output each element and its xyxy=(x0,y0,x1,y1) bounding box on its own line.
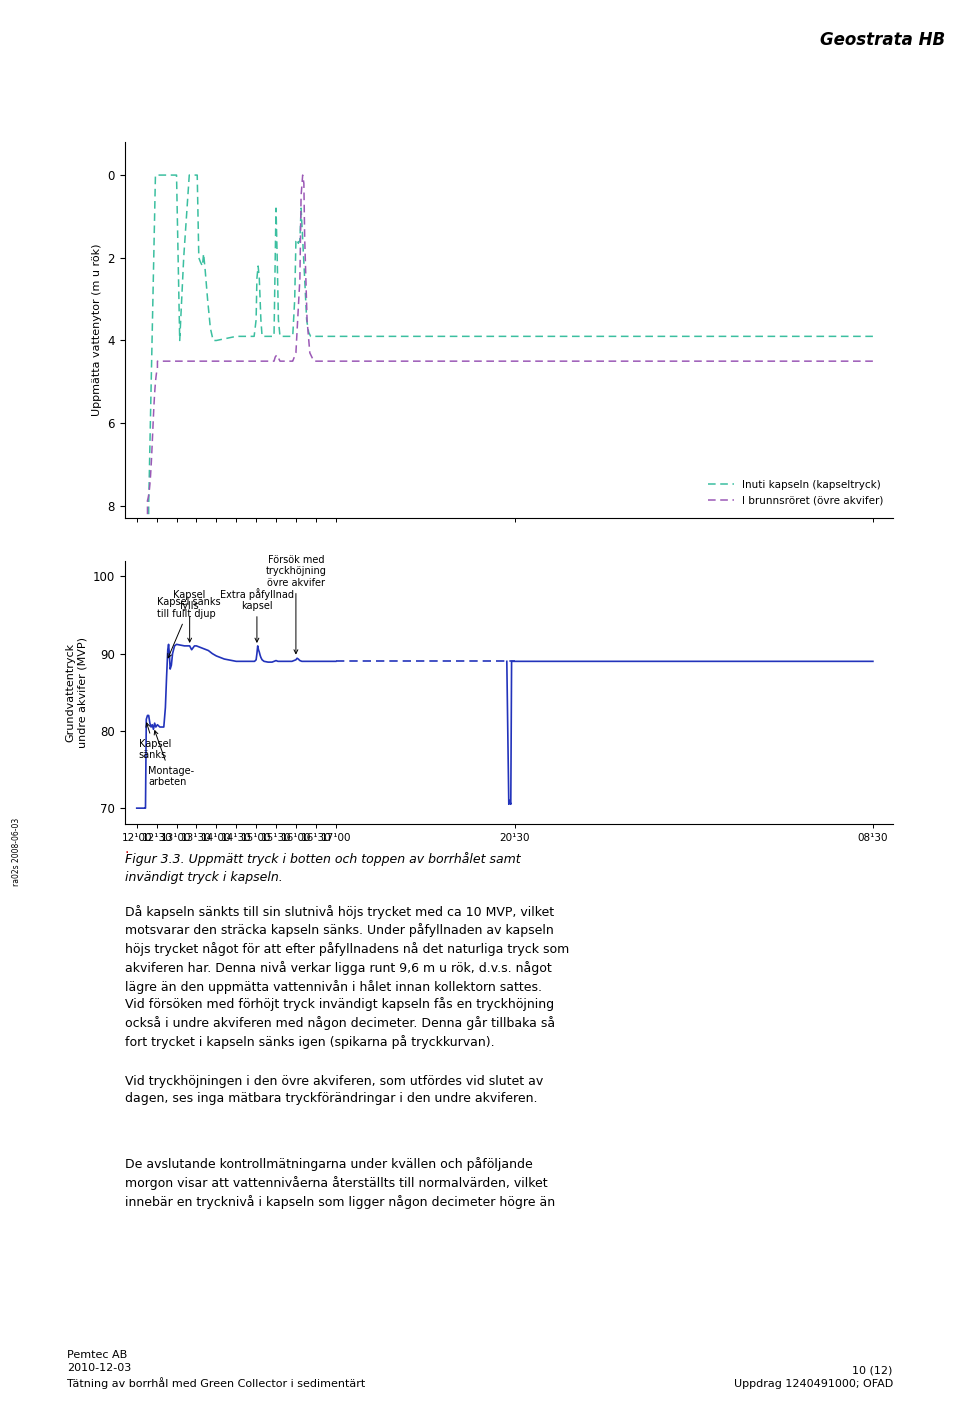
Text: Kapsel
fylls: Kapsel fylls xyxy=(174,589,205,642)
Text: Försök med
tryckhöjning
övre akvifer: Försök med tryckhöjning övre akvifer xyxy=(266,555,326,653)
Text: Pemtec AB
2010-12-03
Tätning av borrhål med Green Collector i sedimentärt: Pemtec AB 2010-12-03 Tätning av borrhål … xyxy=(67,1349,366,1389)
Text: Kapsel sänks
till fullt djup: Kapsel sänks till fullt djup xyxy=(157,598,221,657)
Text: Extra påfyllnad
kapsel: Extra påfyllnad kapsel xyxy=(220,588,294,642)
Y-axis label: Grundvattentryck
undre akvifer (MVP): Grundvattentryck undre akvifer (MVP) xyxy=(65,636,87,748)
Legend: Inuti kapseln (kapseltryck), I brunnsröret (övre akvifer): Inuti kapseln (kapseltryck), I brunnsrör… xyxy=(704,476,888,510)
Text: ra02s 2008-06-03: ra02s 2008-06-03 xyxy=(12,818,21,886)
Y-axis label: Uppmätta vattenytor (m u rök): Uppmätta vattenytor (m u rök) xyxy=(92,244,102,416)
Text: Kapsel
sänks: Kapsel sänks xyxy=(139,723,171,760)
Text: Då kapseln sänkts till sin slutnivå höjs trycket med ca 10 MVP, vilket
motsvarar: Då kapseln sänkts till sin slutnivå höjs… xyxy=(125,905,569,994)
Text: De avslutande kontrollmätningarna under kvällen och påföljande
morgon visar att : De avslutande kontrollmätningarna under … xyxy=(125,1157,555,1208)
Text: Montage-
arbeten: Montage- arbeten xyxy=(148,731,194,787)
Text: .: . xyxy=(125,842,130,856)
Text: 10 (12)
Uppdrag 1240491000; OFAD: 10 (12) Uppdrag 1240491000; OFAD xyxy=(733,1366,893,1389)
Text: Vid försöken med förhöjt tryck invändigt kapseln fås en tryckhöjning
också i und: Vid försöken med förhöjt tryck invändigt… xyxy=(125,997,555,1048)
Text: Vid tryckhöjningen i den övre akviferen, som utfördes vid slutet av
dagen, ses i: Vid tryckhöjningen i den övre akviferen,… xyxy=(125,1075,543,1105)
Text: Geostrata HB: Geostrata HB xyxy=(821,31,946,50)
Text: Figur 3.3. Uppmätt tryck i botten och toppen av borrhålet samt
invändigt tryck i: Figur 3.3. Uppmätt tryck i botten och to… xyxy=(125,852,520,885)
